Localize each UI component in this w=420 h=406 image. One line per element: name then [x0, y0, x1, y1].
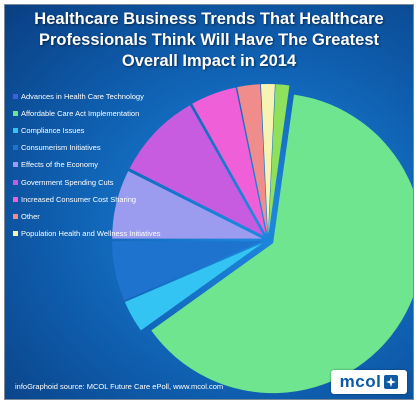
legend-label: Other: [21, 211, 40, 221]
legend-swatch: [13, 162, 18, 168]
pie-chart: [112, 84, 413, 394]
legend-swatch: [13, 179, 18, 185]
legend-label: Advances in Health Care Technology: [21, 92, 144, 102]
source-note: infoGraphoid source: MCOL Future Care eP…: [15, 382, 224, 391]
legend-swatch: [13, 213, 18, 219]
logo-wordmark: mcol: [339, 372, 382, 391]
legend-item: Increased Consumer Cost Sharing: [13, 191, 161, 208]
legend-item: Affordable Care Act Implementation: [13, 105, 161, 122]
pie-slice: [124, 242, 263, 331]
legend-swatch: [13, 145, 18, 151]
legend-swatch: [13, 111, 18, 117]
legend-label: Population Health and Wellness Initiativ…: [21, 228, 161, 238]
legend-item: Population Health and Wellness Initiativ…: [13, 225, 161, 242]
legend-swatch: [13, 230, 18, 236]
legend-item: Other: [13, 208, 161, 225]
pie-slice: [112, 171, 263, 239]
pie-slice: [151, 94, 413, 394]
logo-star-icon: [384, 375, 399, 389]
legend-swatch: [13, 128, 18, 134]
infographic-frame: Healthcare Business Trends That Healthca…: [4, 4, 414, 400]
pie-slice: [192, 87, 266, 235]
legend-item: Advances in Health Care Technology: [13, 88, 161, 105]
pie-slice: [268, 84, 290, 235]
chart-title: Healthcare Business Trends That Healthca…: [11, 9, 407, 72]
legend-swatch: [13, 94, 18, 100]
pie-slice: [260, 84, 275, 234]
mcol-logo: mcol: [331, 370, 407, 394]
legend-label: Increased Consumer Cost Sharing: [21, 194, 137, 204]
legend-item: Compliance Issues: [13, 122, 161, 139]
legend-item: Consumerism Initiatives: [13, 139, 161, 156]
legend: Advances in Health Care Technology Afford…: [13, 88, 161, 242]
legend-label: Consumerism Initiatives: [21, 143, 101, 153]
legend-item: Effects of the Economy: [13, 156, 161, 173]
pie-slice: [237, 84, 268, 235]
title-line-3: Overall Impact in 2014: [121, 52, 297, 70]
legend-label: Government Spending Cuts: [21, 177, 114, 187]
legend-label: Affordable Care Act Implementation: [21, 109, 140, 119]
legend-swatch: [13, 196, 18, 202]
legend-label: Effects of the Economy: [21, 160, 98, 170]
title-line-1: Healthcare Business Trends That Healthca…: [34, 10, 384, 28]
pie-slice: [112, 241, 263, 301]
title-line-2: Professionals Think Will Have The Greate…: [38, 31, 380, 49]
pie-slice: [129, 105, 264, 236]
legend-label: Compliance Issues: [21, 126, 85, 136]
legend-item: Government Spending Cuts: [13, 173, 161, 190]
